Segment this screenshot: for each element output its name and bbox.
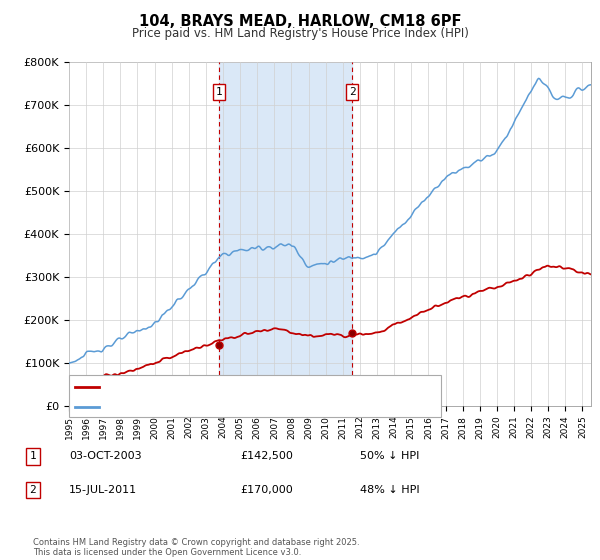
Text: HPI: Average price, detached house, Harlow: HPI: Average price, detached house, Harl… [105,402,334,412]
Text: 2: 2 [29,485,37,495]
Text: £170,000: £170,000 [240,485,293,495]
Text: 104, BRAYS MEAD, HARLOW, CM18 6PF: 104, BRAYS MEAD, HARLOW, CM18 6PF [139,14,461,29]
Text: 03-OCT-2003: 03-OCT-2003 [69,451,142,461]
Bar [219,62,352,406]
Text: 1: 1 [215,87,222,97]
Text: 2: 2 [349,87,355,97]
Text: 1: 1 [29,451,37,461]
Text: 50% ↓ HPI: 50% ↓ HPI [360,451,419,461]
Text: 15-JUL-2011: 15-JUL-2011 [69,485,137,495]
Text: Contains HM Land Registry data © Crown copyright and database right 2025.
This d: Contains HM Land Registry data © Crown c… [33,538,359,557]
Text: Price paid vs. HM Land Registry's House Price Index (HPI): Price paid vs. HM Land Registry's House … [131,27,469,40]
Text: 104, BRAYS MEAD, HARLOW, CM18 6PF (detached house): 104, BRAYS MEAD, HARLOW, CM18 6PF (detac… [105,382,404,392]
Text: £142,500: £142,500 [240,451,293,461]
Text: 48% ↓ HPI: 48% ↓ HPI [360,485,419,495]
